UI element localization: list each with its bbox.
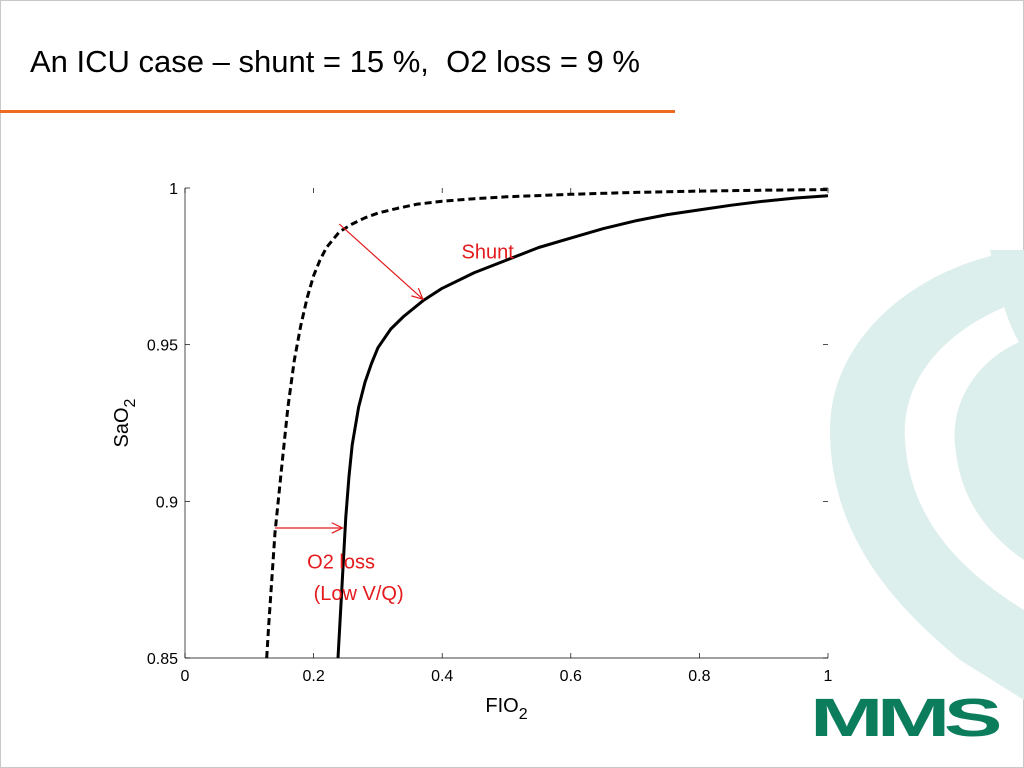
annotation-label: (Low V/Q): [314, 583, 404, 605]
y-axis-label: SaO2: [111, 398, 139, 447]
solid-series-line: [336, 194, 829, 659]
y-tick-label: 0.9: [156, 494, 178, 511]
x-tick-label: 0.8: [688, 668, 710, 685]
x-tick-label: 0.2: [302, 668, 324, 685]
y-tick-label: 0.85: [147, 651, 178, 668]
title-underline: [0, 110, 675, 113]
dashed-series-line: [265, 188, 829, 659]
annotation-arrow-line: [338, 223, 424, 300]
annotation-label: Shunt: [461, 242, 514, 264]
plot-area: [185, 188, 828, 658]
logo-wordmark: MMS: [810, 690, 999, 742]
mmos-logo: MMS: [810, 690, 1000, 742]
annotation-arrow-head: [331, 522, 344, 534]
x-tick-label: 1: [824, 668, 833, 685]
swirl-band-middle: [954, 340, 1024, 560]
x-tick-label: 0: [181, 668, 190, 685]
annotation-label: O2 loss: [307, 552, 375, 574]
x-tick-label: 0.6: [560, 668, 582, 685]
y-tick-label: 0.95: [147, 338, 178, 355]
annotation-arrow-head: [411, 287, 424, 301]
y-tick-label: 1: [169, 181, 178, 198]
x-tick-label: 0.4: [431, 668, 453, 685]
slide-title: An ICU case – shunt = 15 %, O2 loss = 9 …: [30, 44, 640, 79]
swirl-leaf: [990, 250, 1024, 350]
x-axis-label: FIO2: [485, 695, 527, 723]
